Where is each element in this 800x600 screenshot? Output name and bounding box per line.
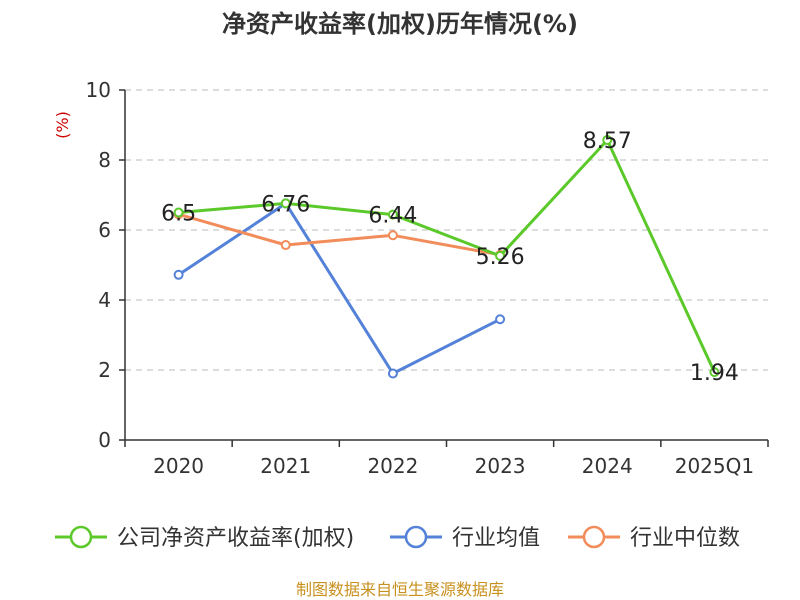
data-labels: 6.5 6.76 6.44 5.26 8.57 1.94 [161,129,739,386]
data-point[interactable] [387,209,398,220]
data-point[interactable] [280,240,291,251]
legend-item[interactable]: 行业均值 [390,525,540,551]
data-label: 6.76 [261,192,310,217]
data-point[interactable] [387,230,398,241]
source-note: 制图数据来自恒生聚源数据库 [296,580,504,599]
legend-marker [404,525,428,549]
grid [125,89,768,371]
y-tick-label: 2 [98,358,111,382]
series-line [178,138,716,373]
legend-marker [69,525,93,549]
data-label: 1.94 [690,361,739,386]
y-tick-label: 4 [98,288,111,312]
x-tick-label: 2024 [582,454,633,478]
data-point[interactable] [602,135,613,146]
data-point[interactable] [709,367,720,378]
legend[interactable]: 公司净资产收益率(加权) 行业均值 行业中位数 [55,525,740,551]
y-tick-label: 0 [98,428,111,452]
y-tick-label: 6 [98,218,111,242]
data-point[interactable] [280,198,291,209]
y-tick-label: 10 [86,78,111,102]
x-tick-label: 2023 [475,454,526,478]
legend-item[interactable]: 行业中位数 [568,525,740,551]
data-label: 6.44 [368,204,417,229]
series [173,135,720,379]
data-point[interactable] [495,314,506,325]
data-point[interactable] [387,368,398,379]
y-axis-label: (%) [53,111,72,139]
x-tick-label: 2020 [153,454,204,478]
data-point[interactable] [173,207,184,218]
data-point[interactable] [173,269,184,280]
x-tick-label: 2022 [367,454,418,478]
legend-label: 行业中位数 [630,526,740,551]
chart-title: 净资产收益率(加权)历年情况(%) [222,10,578,38]
data-label: 8.57 [583,129,632,154]
x-tick-label: 2021 [260,454,311,478]
axes: 0 2 4 6 8 10 2020 2021 2022 2023 2024 2025Q1 [86,78,769,478]
series-line [177,201,501,375]
data-point[interactable] [495,250,506,261]
data-label: 6.5 [161,202,196,227]
series-line [178,212,501,257]
data-label: 5.26 [476,245,525,270]
legend-label: 行业均值 [452,526,540,551]
x-tick-label: 2025Q1 [675,454,754,478]
legend-item[interactable]: 公司净资产收益率(加权) [55,525,354,551]
legend-label: 公司净资产收益率(加权) [117,526,354,551]
legend-marker [582,525,606,549]
y-tick-label: 8 [98,148,111,172]
